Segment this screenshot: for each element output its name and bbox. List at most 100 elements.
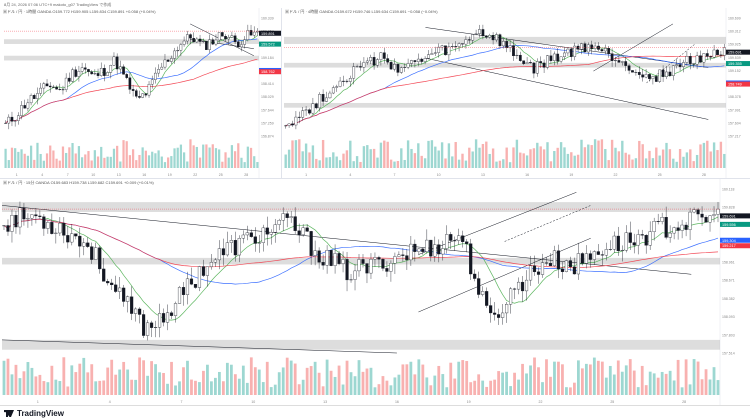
candle-body: [612, 235, 616, 250]
volume-bar: [641, 144, 644, 168]
candle-body: [308, 109, 311, 114]
candle-body: [32, 95, 36, 99]
candle-body: [261, 227, 265, 243]
chart-panel-15m[interactable]: 米ドル / 円 · 15分 OANDA O159.683 H159.738 L1…: [0, 179, 750, 405]
volume-bar: [93, 150, 96, 168]
candle-body: [664, 217, 668, 238]
candle-body: [616, 235, 620, 252]
volume-bar: [488, 153, 491, 168]
volume-bar: [294, 140, 298, 168]
candle-body: [4, 122, 7, 124]
chart-panel-1h[interactable]: 米ドル / 円 · 1時間 OANDA O159.772 H159.905 L1…: [0, 8, 281, 178]
candle-body: [345, 259, 349, 281]
candle-body: [413, 243, 417, 252]
volume-bar: [614, 147, 617, 168]
volume-bar: [522, 153, 525, 168]
volume-bar: [529, 149, 532, 168]
moving-average-line: [5, 35, 258, 124]
volume-bar: [533, 357, 536, 395]
price-tag: [726, 49, 750, 55]
volume-bar: [365, 368, 369, 395]
candle-body: [485, 291, 489, 306]
volume-bar: [182, 367, 185, 395]
volume-bar: [661, 149, 665, 168]
horizontal-zone: [2, 202, 720, 212]
volume-bar: [493, 379, 497, 395]
candle-body: [189, 34, 192, 39]
candle-body: [26, 102, 30, 109]
candle-body: [102, 268, 106, 282]
candle-body: [305, 227, 309, 232]
candle-body: [716, 208, 720, 215]
volume-bar: [593, 139, 597, 168]
price-tick-label: 157.259: [261, 121, 274, 125]
candle-body: [457, 235, 461, 241]
volume-bar: [142, 360, 146, 395]
candle-body: [205, 40, 208, 50]
candle-body: [342, 80, 345, 82]
volume-bar: [362, 146, 366, 168]
volume-bar: [84, 154, 87, 168]
candle-body: [71, 69, 74, 82]
volume-bar: [464, 160, 468, 168]
volume-bar: [42, 160, 45, 168]
candle-body: [80, 67, 84, 72]
candle-body: [317, 250, 321, 263]
time-tick-label: 7: [67, 173, 69, 177]
volume-bar: [454, 142, 457, 168]
candle-body: [454, 46, 458, 47]
candle-body: [160, 66, 164, 70]
candle-body: [287, 123, 291, 126]
volume-bar: [167, 157, 170, 168]
volume-bar: [652, 373, 656, 395]
volume-bar: [229, 364, 233, 395]
volume-bar: [610, 139, 614, 168]
trend-line: [1, 339, 397, 354]
volume-bar: [716, 150, 719, 168]
volume-bar: [253, 156, 256, 168]
trend-line: [418, 192, 577, 255]
candle-body: [704, 217, 708, 223]
volume-bar: [429, 385, 433, 395]
candle-body: [150, 79, 154, 85]
volume-bar: [210, 381, 213, 395]
volume-bar: [52, 150, 55, 168]
volume-bar: [273, 384, 277, 395]
candle-body: [433, 244, 437, 257]
volume-bar: [471, 151, 474, 168]
candle-body: [651, 76, 655, 79]
volume-bar: [401, 364, 405, 395]
candle-body: [396, 64, 400, 73]
volume-bar: [154, 364, 157, 395]
volume-bar: [106, 367, 110, 395]
volume-bar: [563, 147, 566, 168]
volume-bar: [689, 149, 692, 168]
volume-bar: [477, 374, 481, 395]
volume-bar: [604, 377, 608, 395]
volume-bar: [541, 382, 544, 395]
time-tick-label: 25: [658, 173, 662, 177]
candle-body: [484, 35, 488, 38]
volume-bar: [18, 378, 22, 395]
volume-bar: [658, 155, 661, 168]
volume-bar: [342, 153, 345, 168]
candle-body: [559, 56, 563, 62]
candle-body: [30, 214, 34, 219]
volume-bar: [549, 161, 553, 168]
volume-bar: [372, 148, 376, 168]
volume-bar: [45, 153, 49, 168]
volume-bar: [576, 360, 580, 395]
candle-body: [150, 322, 154, 328]
candle-body: [478, 29, 481, 34]
volume-bar: [430, 140, 434, 168]
volume-bar: [118, 369, 122, 395]
chart-panel-4h[interactable]: 米ドル / 円 · 4時間 OANDA O159.672 H159.746 L1…: [282, 8, 750, 178]
volume-bar: [205, 144, 208, 168]
tradingview-logo[interactable]: TradingView: [4, 409, 64, 418]
candle-body: [341, 259, 345, 264]
candle-body: [201, 266, 206, 276]
volume-bar: [473, 380, 477, 395]
candle-body: [604, 249, 608, 256]
volume-bar: [636, 387, 640, 395]
candle-body: [230, 35, 234, 38]
